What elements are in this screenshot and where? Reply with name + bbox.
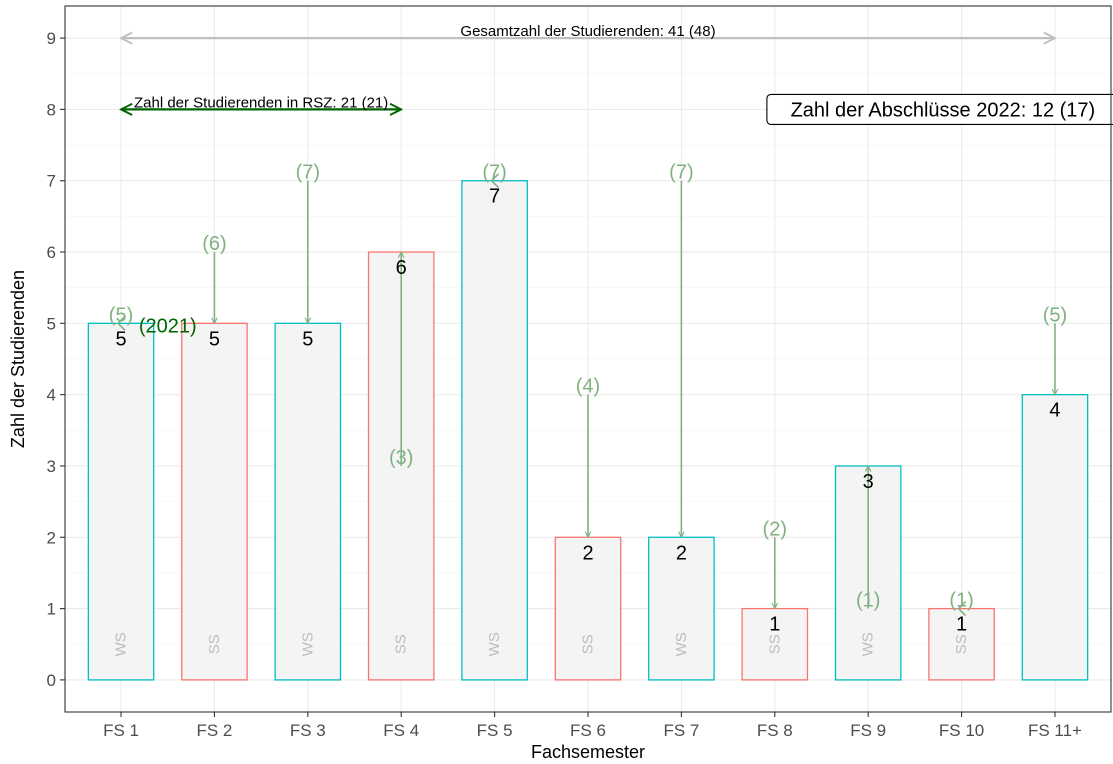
- term-label: WS: [673, 632, 690, 656]
- term-label: SS: [953, 634, 970, 654]
- x-tick-label: FS 2: [196, 721, 232, 740]
- x-tick-label: FS 5: [477, 721, 513, 740]
- y-tick-label: 9: [47, 29, 56, 48]
- y-tick-label: 4: [47, 386, 56, 405]
- term-label: WS: [486, 632, 503, 656]
- term-label: WS: [860, 632, 877, 656]
- bar-value-label: 1: [769, 614, 780, 636]
- bar-value-label: 2: [676, 542, 687, 564]
- graduates-box: [766, 93, 1113, 125]
- bars: [87, 180, 1089, 681]
- y-tick-label: 7: [47, 172, 56, 191]
- bar-value-label: 3: [863, 471, 874, 493]
- x-tick-label: FS 7: [663, 721, 699, 740]
- previous-year-arrows: [116, 173, 1055, 617]
- x-tick-label: FS 9: [850, 721, 886, 740]
- bar-value-label: 5: [209, 328, 220, 350]
- bar-value-label: 5: [302, 328, 313, 350]
- bar: [87, 322, 155, 681]
- graduates-label: Zahl der Abschlüsse 2022: 12 (17): [791, 99, 1096, 121]
- rsz-label: Zahl der Studierenden in RSZ: 21 (21): [134, 94, 388, 111]
- x-tick-label: FS 6: [570, 721, 606, 740]
- bar: [274, 322, 342, 681]
- previous-value-label: (6): [202, 233, 226, 255]
- y-tick-label: 0: [47, 671, 56, 690]
- term-label: SS: [766, 634, 783, 654]
- x-tick-label: FS 4: [383, 721, 419, 740]
- bar: [928, 607, 995, 681]
- bar-value-label: 1: [956, 614, 967, 636]
- total-label: Gesamtzahl der Studierenden: 41 (48): [460, 23, 715, 40]
- labels: WS(5)5SS(6)5WS(7)5SS(3)6WS(7)7SS(4)2WS(7…: [109, 162, 1067, 657]
- bar-value-label: 2: [582, 542, 593, 564]
- term-label: WS: [299, 632, 316, 656]
- bar: [1021, 394, 1089, 681]
- term-label: SS: [393, 634, 410, 654]
- bar-value-label: 4: [1049, 400, 1060, 422]
- term-label: SS: [580, 634, 597, 654]
- term-label: WS: [113, 632, 130, 656]
- x-axis-title: Fachsemester: [531, 742, 645, 762]
- bar: [461, 180, 528, 681]
- bar: [554, 536, 622, 681]
- y-tick-label: 8: [47, 100, 56, 119]
- bar: [181, 322, 248, 681]
- annotations: Gesamtzahl der Studierenden: 41 (48) Zahl…: [121, 23, 1113, 125]
- previous-value-label: (3): [389, 447, 413, 469]
- bar: [648, 536, 715, 681]
- previous-value-label: (5): [109, 304, 133, 326]
- y-tick-label: 3: [47, 457, 56, 476]
- x-tick-label: FS 10: [939, 721, 984, 740]
- previous-value-label: (2): [763, 518, 787, 540]
- bar-value-label: 6: [396, 257, 407, 279]
- previous-arrow: [957, 601, 967, 617]
- previous-value-label: (5): [1043, 304, 1067, 326]
- bar-value-label: 5: [115, 328, 126, 350]
- x-tick-label: FS 1: [103, 721, 139, 740]
- y-tick-label: 1: [47, 600, 56, 619]
- previous-value-label: (7): [482, 162, 506, 184]
- previous-value-label: (7): [296, 162, 320, 184]
- term-label: SS: [206, 634, 223, 654]
- previous-value-label: (4): [576, 376, 600, 398]
- x-tick-label: FS 11+: [1028, 721, 1082, 740]
- previous-value-label: (7): [669, 162, 693, 184]
- previous-arrow: [116, 315, 126, 331]
- previous-value-label: (1): [856, 590, 880, 612]
- previous-year-label: (2021): [139, 315, 197, 337]
- x-tick-label: FS 3: [290, 721, 326, 740]
- y-tick-label: 5: [47, 314, 56, 333]
- x-tick-label: FS 8: [757, 721, 793, 740]
- axes: 0 1 2 3 4 5 6 7 8 9 FS 1 FS 2 FS 3 FS 4 FS 5 FS 6 FS 7 FS…: [47, 29, 1083, 740]
- bar-value-label: 7: [489, 186, 500, 208]
- previous-arrow: [490, 173, 500, 189]
- y-tick-label: 2: [47, 528, 56, 547]
- y-tick-label: 6: [47, 243, 56, 262]
- bar: [741, 607, 809, 681]
- y-axis-title: Zahl der Studierenden: [8, 270, 28, 448]
- previous-value-label: (1): [949, 590, 973, 612]
